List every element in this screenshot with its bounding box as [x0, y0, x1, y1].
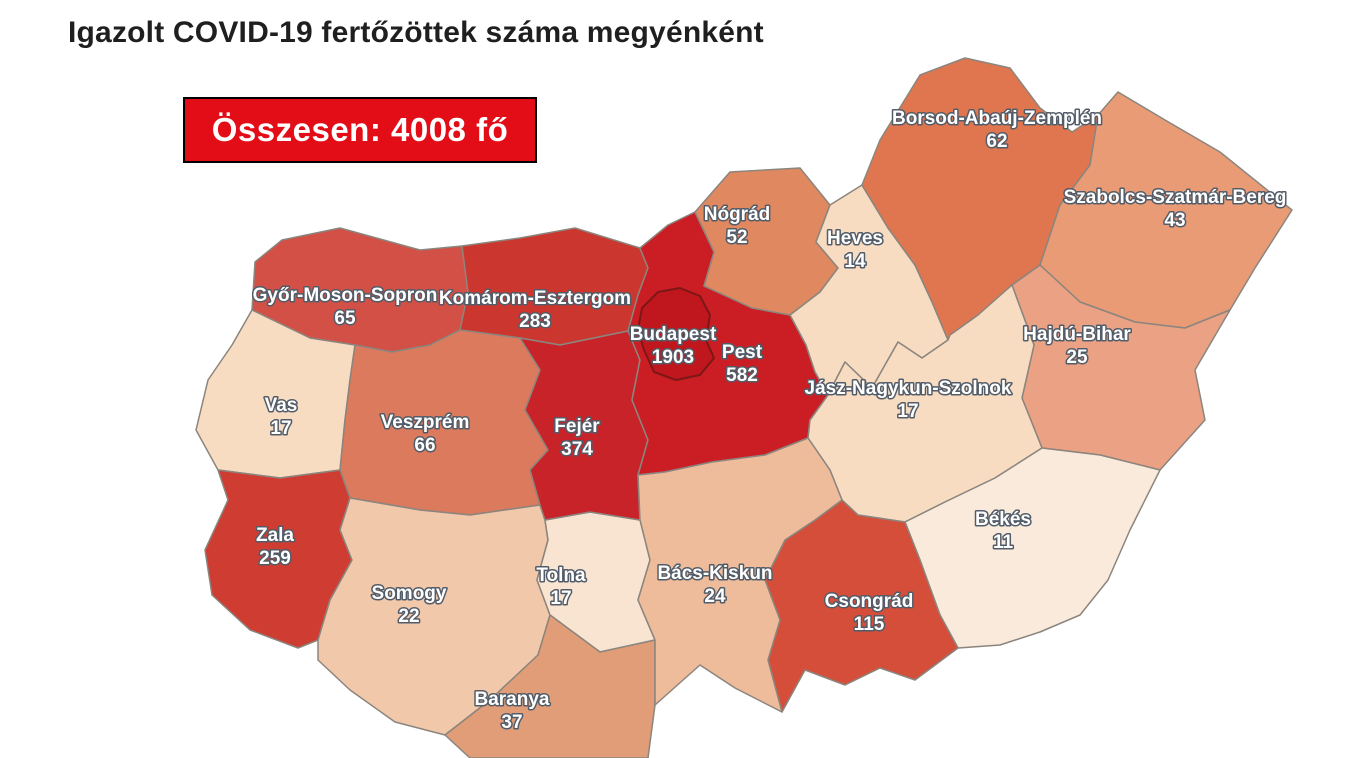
- county-shape-baranya: [444, 614, 656, 758]
- county-label-pest: Pest: [722, 342, 763, 363]
- county-value-nograd: 52: [726, 227, 747, 248]
- county-value-borsod-abauj-zemplen: 62: [986, 131, 1007, 152]
- county-shape-komarom-esztergom: [459, 227, 649, 346]
- county-label-heves: Heves: [827, 228, 883, 249]
- county-value-bacs-kiskun: 24: [704, 586, 726, 607]
- county-label-veszprem: Veszprém: [381, 412, 470, 433]
- page-title: Igazolt COVID-19 fertőzöttek száma megyé…: [68, 16, 764, 49]
- county-value-budapest: 1903: [652, 347, 694, 368]
- county-value-baranya: 37: [501, 712, 522, 733]
- county-label-gyor-moson-sopron: Győr-Moson-Sopron: [253, 285, 438, 306]
- county-shape-bekes: [904, 447, 1161, 649]
- county-value-csongrad: 115: [854, 614, 885, 635]
- county-label-jasz-nagykun-szolnok: Jász-Nagykun-Szolnok: [805, 378, 1012, 399]
- county-label-baranya: Baranya: [475, 689, 550, 710]
- county-label-zala: Zala: [256, 525, 294, 546]
- county-value-fejer: 374: [561, 439, 593, 460]
- total-badge-label: Összesen: 4008 fő: [211, 111, 509, 148]
- county-value-hajdu-bihar: 25: [1066, 347, 1088, 368]
- county-value-gyor-moson-sopron: 65: [334, 308, 356, 329]
- county-shape-bacs-kiskun: [637, 437, 843, 713]
- total-badge: Összesen: 4008 fő: [183, 97, 537, 163]
- county-label-csongrad: Csongrád: [825, 591, 914, 612]
- county-value-bekes: 11: [993, 532, 1014, 553]
- county-value-jasz-nagykun-szolnok: 17: [897, 401, 918, 422]
- county-value-zala: 259: [259, 548, 291, 569]
- county-label-bacs-kiskun: Bács-Kiskun: [657, 563, 772, 584]
- county-value-veszprem: 66: [414, 435, 435, 456]
- county-label-nograd: Nógrád: [704, 204, 771, 225]
- county-value-szabolcs-szatmar-bereg: 43: [1164, 210, 1185, 231]
- county-label-szabolcs-szatmar-bereg: Szabolcs-Szatmár-Bereg: [1064, 187, 1287, 208]
- county-value-somogy: 22: [398, 606, 419, 627]
- county-label-budapest: Budapest: [630, 324, 717, 345]
- county-value-komarom-esztergom: 283: [519, 311, 551, 332]
- county-value-vas: 17: [270, 418, 291, 439]
- county-label-bekes: Békés: [975, 509, 1031, 530]
- county-label-fejer: Fejér: [554, 416, 600, 437]
- county-value-heves: 14: [844, 251, 866, 272]
- county-label-somogy: Somogy: [372, 583, 447, 604]
- county-label-komarom-esztergom: Komárom-Esztergom: [439, 288, 631, 309]
- county-shape-budapest: [637, 287, 715, 381]
- county-value-pest: 582: [726, 365, 758, 386]
- county-label-tolna: Tolna: [536, 565, 586, 586]
- county-label-borsod-abauj-zemplen: Borsod-Abaúj-Zemplén: [892, 108, 1102, 129]
- county-label-vas: Vas: [265, 395, 298, 416]
- county-value-tolna: 17: [550, 588, 571, 609]
- county-label-hajdu-bihar: Hajdú-Bihar: [1023, 324, 1131, 345]
